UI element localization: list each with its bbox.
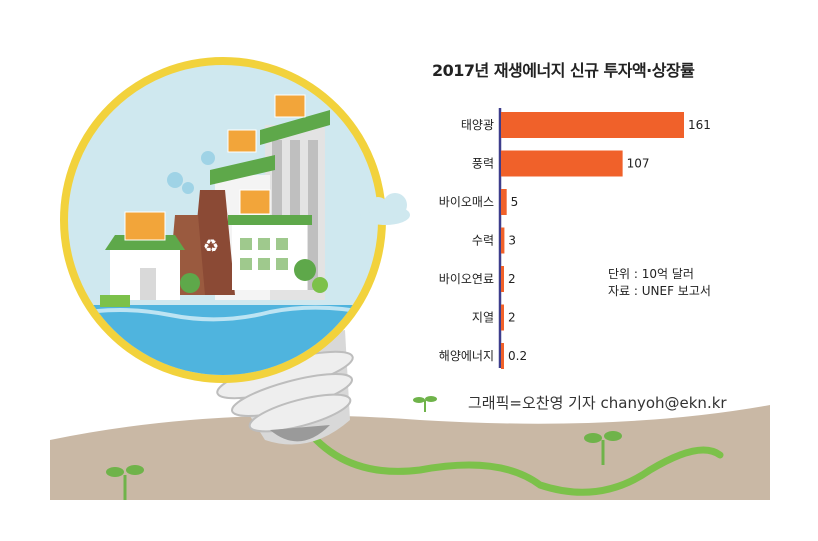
bar [501, 266, 504, 292]
bar [501, 343, 504, 369]
category-label: 해양에너지 [439, 349, 494, 363]
value-label: 2 [508, 272, 516, 286]
ground [50, 405, 770, 500]
bar-chart: 태양광 161 풍력 107 바이오매스 5 수력 3 바이오연료 2 지열 2 해양에너지 0.2 [439, 108, 711, 369]
value-label: 161 [688, 118, 711, 132]
unit-note: 단위 : 10억 달러 [608, 267, 694, 281]
value-label: 107 [627, 157, 650, 171]
category-label: 수력 [472, 234, 494, 248]
sprout-icon [584, 431, 622, 465]
bar [501, 227, 505, 254]
category-label: 바이오매스 [439, 195, 494, 209]
sprout-icon [106, 465, 144, 500]
sprout-icon [413, 396, 437, 412]
category-label: 풍력 [472, 157, 494, 171]
cloud-icon [360, 193, 410, 225]
bar [501, 112, 684, 138]
value-label: 3 [508, 234, 516, 248]
category-label: 지열 [472, 311, 494, 325]
vine [296, 416, 724, 496]
svg-text:♻: ♻ [203, 236, 219, 257]
value-label: 5 [511, 195, 519, 209]
value-label: 2 [508, 311, 516, 325]
bar [501, 304, 504, 331]
graphic-credit: 그래픽=오찬영 기자 chanyoh@ekn.kr [468, 394, 727, 412]
bar [501, 189, 507, 215]
source-note: 자료 : UNEF 보고서 [608, 284, 711, 298]
category-label: 바이오연료 [439, 272, 494, 286]
bar [501, 150, 623, 177]
category-label: 태양광 [461, 118, 494, 132]
value-label: 0.2 [508, 349, 527, 363]
chart-title: 2017년 재생에너지 신규 투자액·상장률 [432, 61, 695, 80]
